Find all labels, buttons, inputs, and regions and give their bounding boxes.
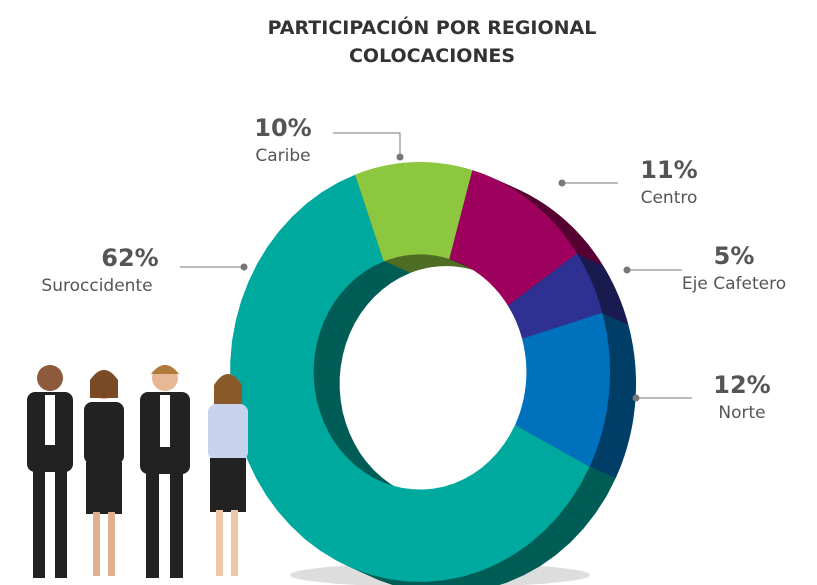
leader-dot xyxy=(632,394,640,402)
segment xyxy=(230,174,590,582)
chart-subtitle: COLOCACIONES xyxy=(349,45,515,67)
category-label: Suroccidente xyxy=(41,276,152,296)
leader-dot xyxy=(396,153,404,161)
leader-line xyxy=(333,132,401,157)
category-label: Norte xyxy=(718,403,765,423)
value-label: 10% xyxy=(254,114,311,142)
segment xyxy=(449,170,577,306)
value-label: 11% xyxy=(640,156,697,184)
chart-title: PARTICIPACIÓN POR REGIONAL xyxy=(268,15,597,39)
donut xyxy=(230,162,636,585)
segment xyxy=(507,253,603,339)
category-label: Caribe xyxy=(255,146,310,166)
leader-dot xyxy=(240,263,248,271)
labels: 10% Caribe 11% Centro 5% Eje Cafetero 12% Norte… xyxy=(41,114,786,423)
people-illustration xyxy=(27,365,248,578)
segment xyxy=(355,162,473,262)
value-label: 12% xyxy=(713,371,770,399)
segment xyxy=(515,312,610,467)
leader-dot xyxy=(558,179,566,187)
value-label: 5% xyxy=(714,242,755,270)
leader-dot xyxy=(623,266,631,274)
category-label: Eje Cafetero xyxy=(682,274,786,294)
category-label: Centro xyxy=(641,188,698,208)
value-label: 62% xyxy=(101,244,158,272)
